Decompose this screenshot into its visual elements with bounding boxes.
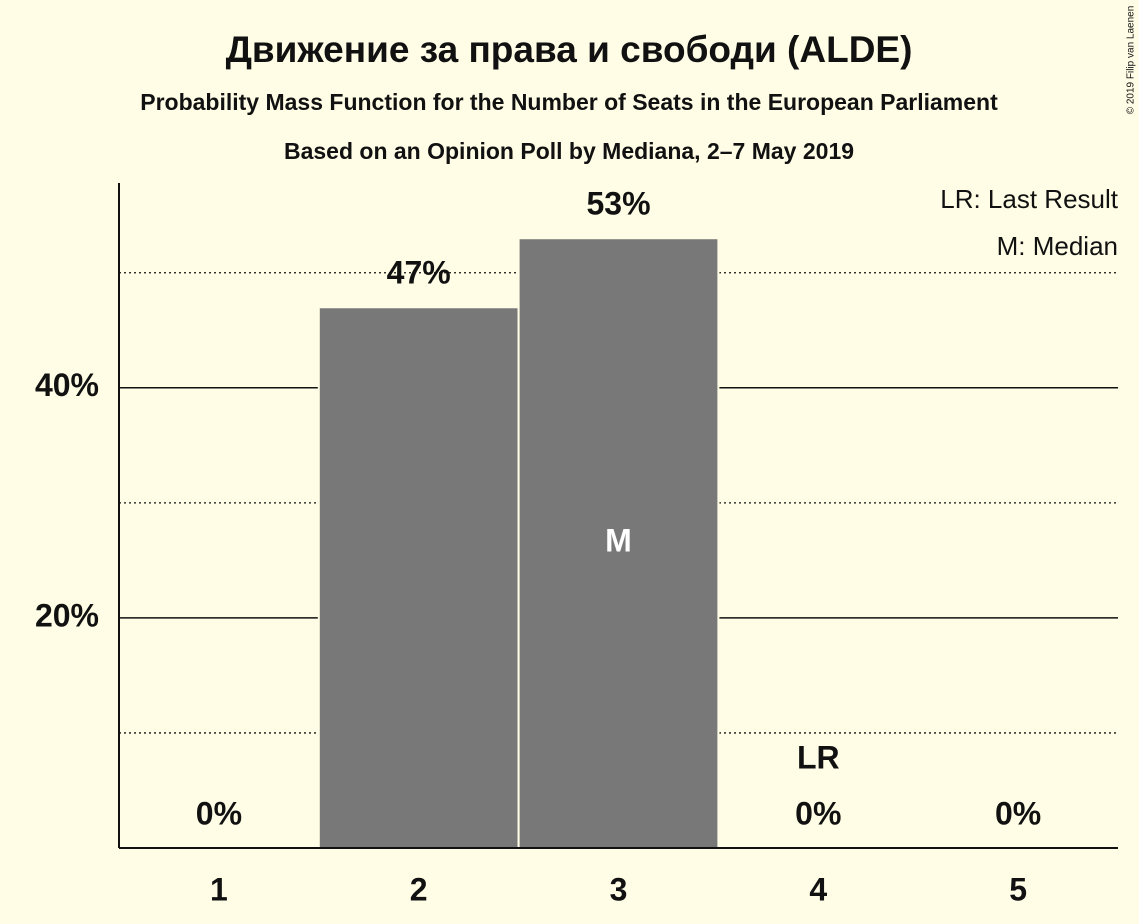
bar [317,306,520,849]
value-label: 47% [387,255,451,291]
y-tick-label: 40% [35,367,99,403]
value-label: 0% [196,795,242,831]
x-tick-label: 1 [210,871,228,907]
chart-subtitle: Probability Mass Function for the Number… [140,89,998,115]
copyright: © 2019 Filip van Laenen [1126,6,1137,115]
legend-entry: LR: Last Result [940,184,1119,214]
x-tick-label: 3 [610,871,628,907]
y-tick-label: 20% [35,597,99,633]
legend-entry: M: Median [997,231,1118,261]
chart-title: Движение за права и свободи (ALDE) [226,29,913,70]
value-label: 53% [586,186,650,222]
value-label: 0% [795,795,841,831]
x-tick-label: 5 [1009,871,1027,907]
value-label: 0% [995,795,1041,831]
chart-subtitle: Based on an Opinion Poll by Mediana, 2–7… [284,138,854,164]
annotation: M [605,523,632,559]
x-tick-label: 2 [410,871,428,907]
x-tick-label: 4 [809,871,827,907]
annotation: LR [797,739,840,775]
